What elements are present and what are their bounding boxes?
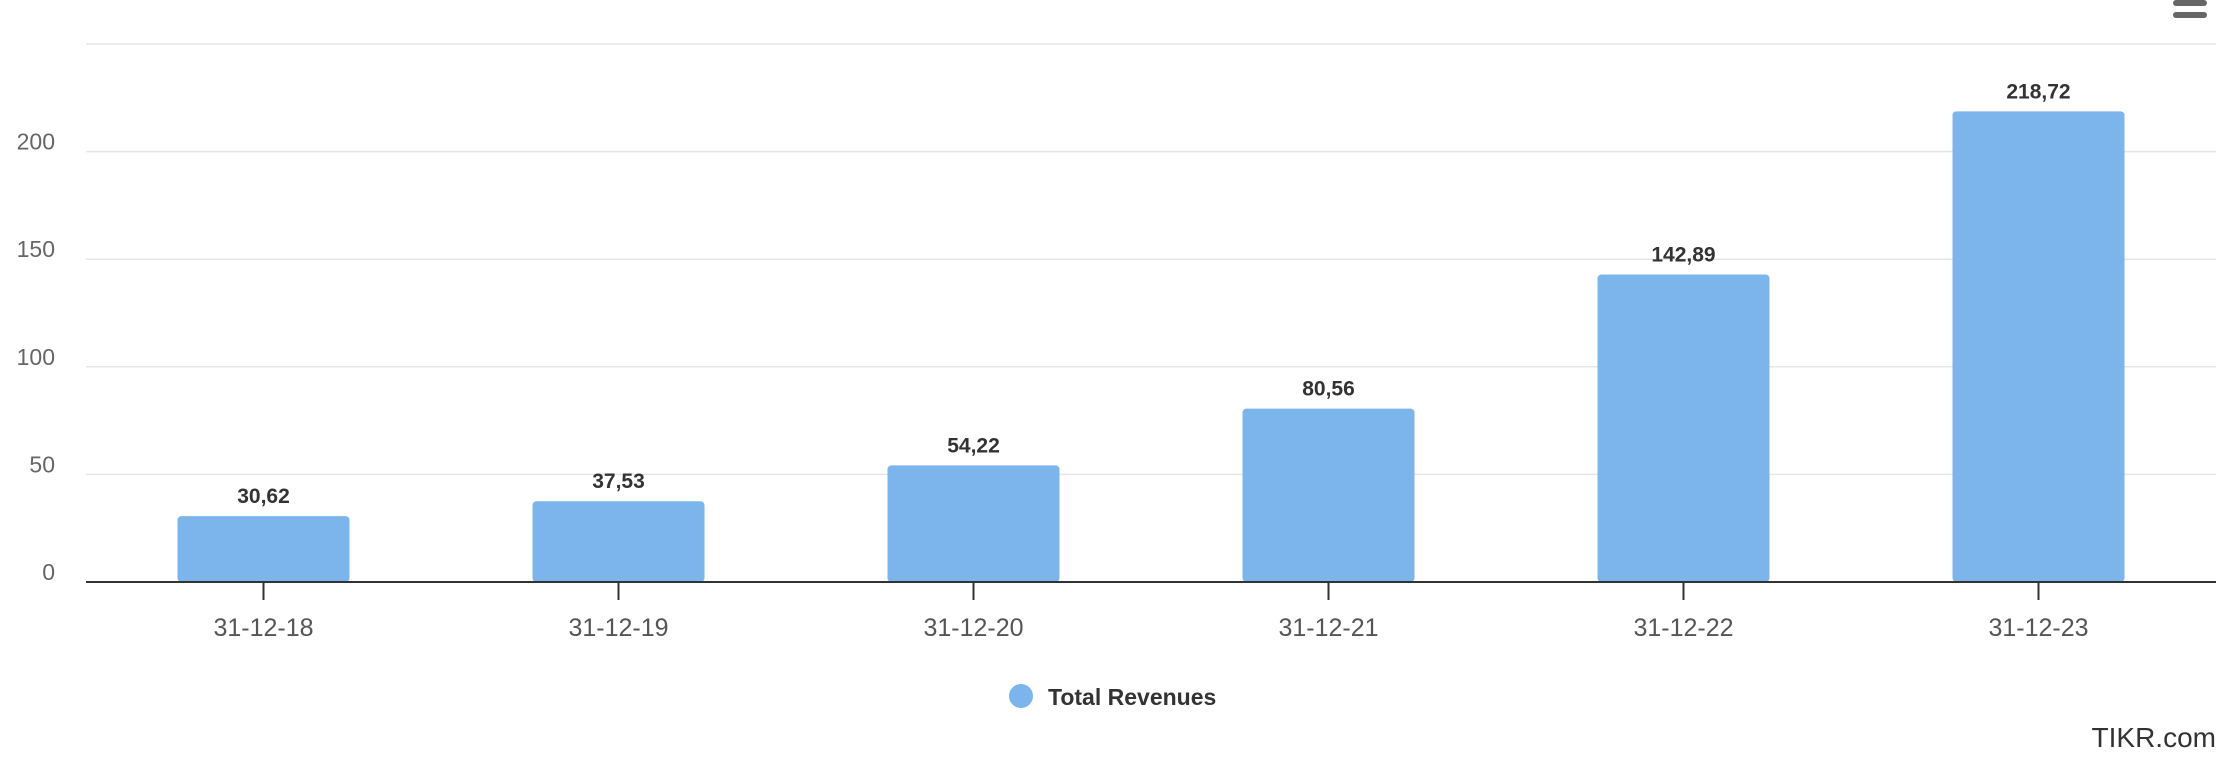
bar[interactable] [532,501,705,582]
data-label: 37,53 [592,470,645,493]
y-tick-label: 200 [17,129,55,155]
bar[interactable] [177,516,350,582]
x-tick-label: 31-12-19 [568,614,668,642]
y-tick-label: 100 [17,344,55,370]
legend-label: Total Revenues [1048,684,1216,710]
bar[interactable] [1597,274,1770,582]
data-label: 54,22 [947,434,1000,457]
bar[interactable] [887,465,1060,582]
credit-link[interactable]: TIKR.com [2092,722,2216,753]
bar[interactable] [1952,111,2125,582]
y-tick-label: 0 [42,559,55,585]
hamburger-menu-icon[interactable] [2173,0,2207,18]
y-axis-ticks: 0 50 100 150 200 [17,129,55,585]
x-tick-label: 31-12-22 [1633,614,1733,642]
x-axis-ticks: 31-12-18 31-12-19 31-12-20 31-12-21 31-12-22… [213,582,2089,642]
x-tick-label: 31-12-23 [1988,614,2088,642]
data-label: 30,62 [237,485,290,508]
y-tick-label: 150 [17,236,55,262]
x-tick-label: 31-12-18 [213,614,313,642]
data-label: 80,56 [1302,378,1355,401]
legend[interactable]: Total Revenues [1009,684,1216,710]
data-label: 218,72 [2006,80,2070,103]
legend-marker [1009,684,1033,708]
x-tick-label: 31-12-20 [923,614,1023,642]
bars [177,111,2125,582]
data-labels: 30,62 37,53 54,22 80,56 142,89 218,72 [237,80,2070,508]
data-label: 142,89 [1651,244,1715,267]
bar[interactable] [1242,408,1415,582]
x-tick-label: 31-12-21 [1278,614,1378,642]
gridlines [86,43,2216,476]
y-tick-label: 50 [29,451,55,477]
